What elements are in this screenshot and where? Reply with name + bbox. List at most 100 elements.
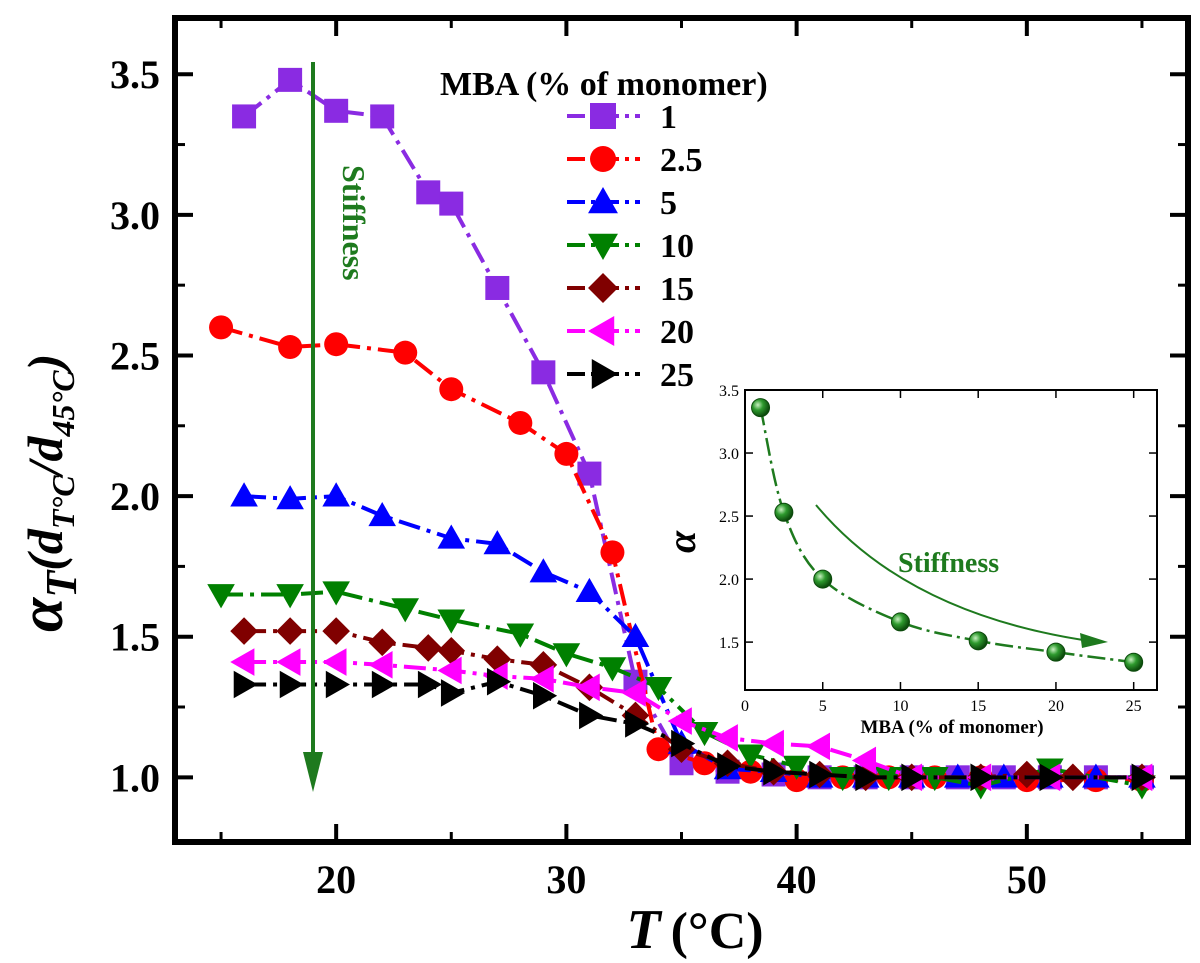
series-10-point-6 — [552, 643, 581, 668]
y-axis-label-alpha-sub: T — [37, 569, 86, 598]
inset-background — [745, 390, 1157, 690]
legend-marker-25 — [591, 359, 618, 389]
inset-point-1 — [774, 502, 794, 522]
legend-label-2.5: 2.5 — [660, 142, 703, 179]
inset-x-tick-label-15: 15 — [970, 698, 986, 715]
inset-point-6 — [1124, 652, 1144, 672]
series-10-point-7 — [598, 657, 627, 682]
y-tick-label-0: 1.0 — [110, 755, 160, 800]
series-2.5-point-6 — [554, 441, 579, 466]
series-25-point-11 — [717, 752, 742, 780]
series-5-point-1 — [276, 485, 304, 510]
series-5-point-2 — [322, 482, 350, 507]
inset-x-tick-label-5: 5 — [819, 698, 827, 715]
series-5-point-8 — [621, 622, 650, 648]
legend-marker-20 — [588, 316, 615, 346]
legend-label-5: 5 — [660, 185, 677, 222]
series-10-point-3 — [391, 598, 420, 623]
y-tick-label-3: 2.5 — [110, 333, 160, 378]
series-20-point-0 — [230, 648, 255, 676]
legend-marker-10 — [588, 233, 618, 260]
x-axis-label-symbol: T — [626, 899, 663, 961]
series-25-point-4 — [417, 670, 443, 699]
series-20-point-2 — [322, 648, 347, 676]
main-axes: 20 30 40 501.01.52.02.53.03.5 — [110, 15, 1191, 902]
series-2.5-point-1 — [278, 335, 303, 360]
series-2.5-point-4 — [439, 377, 464, 402]
series-25-point-0 — [233, 670, 258, 699]
inset-point-0 — [751, 398, 771, 418]
series-20-point-4 — [437, 656, 462, 685]
series-15-point-5 — [437, 636, 466, 665]
series-10-point-12 — [828, 766, 857, 792]
series-20-point-13 — [851, 746, 877, 775]
y-axis-label-sub2: 45°C — [45, 370, 81, 438]
series-10-point-2 — [322, 581, 350, 606]
series-1-point-6 — [485, 275, 510, 300]
series-2.5-point-0 — [209, 315, 234, 340]
series-15-point-17 — [1013, 760, 1041, 789]
series-10-point-4 — [437, 609, 466, 634]
x-axis-label: T (°C) — [626, 899, 763, 961]
inset-point-2 — [813, 569, 833, 589]
legend-marker-1 — [590, 103, 616, 129]
series-25-point-14 — [855, 763, 880, 792]
y-axis-label-alpha: α — [8, 596, 76, 632]
main-series-group — [207, 67, 1156, 800]
y-axis-label-slash: /d — [17, 436, 73, 480]
series-25-point-3 — [371, 670, 397, 699]
inset-stiffness-label: Stiffness — [898, 548, 999, 579]
series-15-point-0 — [230, 617, 258, 645]
y-axis-label-close: ) — [17, 354, 73, 375]
inset-x-tick-label-10: 10 — [892, 698, 908, 715]
y-tick-label-5: 3.5 — [110, 52, 160, 97]
x-tick-label-30: 30 — [546, 857, 586, 902]
series-1-point-7 — [531, 360, 556, 385]
legend-label-1: 1 — [660, 99, 677, 136]
stiffness-arrow-main — [303, 62, 323, 792]
series-5-point-5 — [483, 530, 512, 555]
legend: MBA (% of monomer) 1 2.5 5 10 15 20 25 — [440, 66, 768, 394]
series-20-point-8 — [621, 679, 646, 707]
x-tick-label-40: 40 — [777, 857, 817, 902]
inset-x-tick-label-20: 20 — [1048, 698, 1064, 715]
inset-x-tick-label-0: 0 — [741, 698, 749, 715]
series-15-point-7 — [529, 651, 558, 679]
x-tick-label-20: 20 — [316, 857, 356, 902]
series-15-point-2 — [322, 617, 350, 645]
series-5-point-4 — [437, 524, 466, 549]
series-2.5-point-3 — [393, 340, 418, 365]
inset-y-tick-label-0: 1.5 — [719, 635, 739, 652]
series-25-point-15 — [901, 763, 926, 792]
series-25-point-12 — [763, 757, 788, 786]
series-1-point-0 — [232, 104, 257, 129]
series-20-point-10 — [713, 724, 738, 752]
series-20-point-1 — [276, 648, 301, 676]
series-5-point-6 — [529, 558, 558, 583]
series-10-point-5 — [506, 623, 535, 648]
inset-point-4 — [968, 631, 988, 651]
series-15-point-3 — [368, 628, 397, 657]
y-tick-label-2: 2.0 — [110, 474, 160, 519]
series-25-point-16 — [970, 763, 995, 792]
inset-point-3 — [890, 612, 910, 632]
legend-label-10: 10 — [660, 228, 694, 265]
series-25-point-1 — [279, 670, 304, 699]
series-10-point-10 — [736, 744, 765, 769]
series-20-point-11 — [759, 729, 784, 758]
series-20-point-3 — [368, 651, 393, 679]
legend-label-20: 20 — [660, 314, 694, 351]
inset-point-5 — [1046, 642, 1066, 662]
inset-frame — [744, 389, 1158, 691]
y-axis-label-paren: (d — [17, 528, 73, 571]
series-10-point-8 — [644, 676, 673, 702]
inset-y-tick-label-4: 3.5 — [719, 383, 739, 400]
series-25-point-10 — [671, 729, 696, 758]
series-1-point-2 — [324, 98, 349, 123]
inset-chart: 0 5 10 15 20 25 1.5 2.0 2.5 3.0 3.5 Stiffness α MB… — [659, 383, 1158, 738]
stiffness-label-main: Stiffness — [336, 165, 372, 281]
series-5-point-7 — [575, 577, 604, 603]
inset-x-tick-label-25: 25 — [1126, 698, 1142, 715]
series-20-point-9 — [667, 707, 692, 735]
series-2.5-point-8 — [646, 737, 671, 762]
